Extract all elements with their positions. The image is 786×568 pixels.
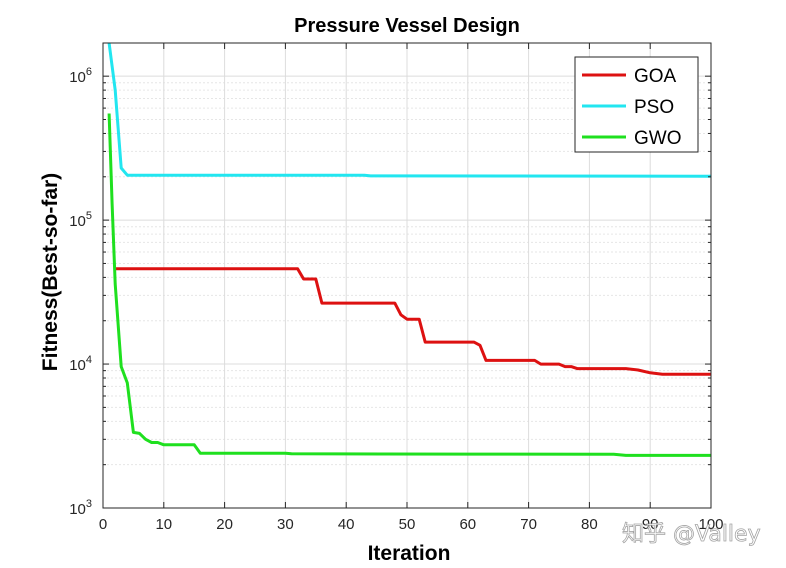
x-tick-labels: 0 10 20 30 40 50 60 70 80 90 100 [99,516,724,533]
series-line-gwo [107,113,711,457]
x-tick-label: 30 [277,516,294,533]
axis-ticks [102,43,712,509]
y-tick-exponent: 5 [86,210,92,222]
y-tick-label: 105 [69,210,92,230]
legend: GOA PSO GWO [574,56,699,153]
y-tick-base: 10 [69,69,86,86]
series-line-goa [115,267,711,376]
y-tick-base: 10 [69,213,86,230]
x-tick-label: 0 [99,516,107,533]
legend-label-gwo: GWO [634,128,682,149]
y-axis-label: Fitness(Best-so-far) [39,173,62,371]
legend-label-pso: PSO [634,97,674,118]
series-lines [107,43,711,457]
x-tick-label: 20 [216,516,233,533]
x-tick-label: 60 [459,516,476,533]
y-tick-label: 103 [69,498,92,518]
y-tick-base: 10 [69,501,86,518]
x-tick-label: 50 [399,516,416,533]
x-tick-label: 80 [581,516,598,533]
y-tick-exponent: 3 [86,498,92,510]
x-tick-label: 90 [642,516,659,533]
legend-label-goa: GOA [634,66,677,87]
watermark: 知乎 @Valley [622,522,761,547]
y-tick-base: 10 [69,357,86,374]
x-tick-label: 100 [698,516,723,533]
y-tick-label: 104 [69,354,92,374]
y-tick-exponent: 6 [86,66,92,78]
x-tick-label: 70 [520,516,537,533]
y-tick-label: 106 [69,66,92,86]
x-tick-label: 10 [155,516,172,533]
series-line-pso [107,43,711,178]
y-tick-exponent: 4 [86,354,92,366]
x-axis-label: Iteration [368,542,451,565]
chart-title: Pressure Vessel Design [294,15,520,37]
x-tick-label: 40 [338,516,355,533]
